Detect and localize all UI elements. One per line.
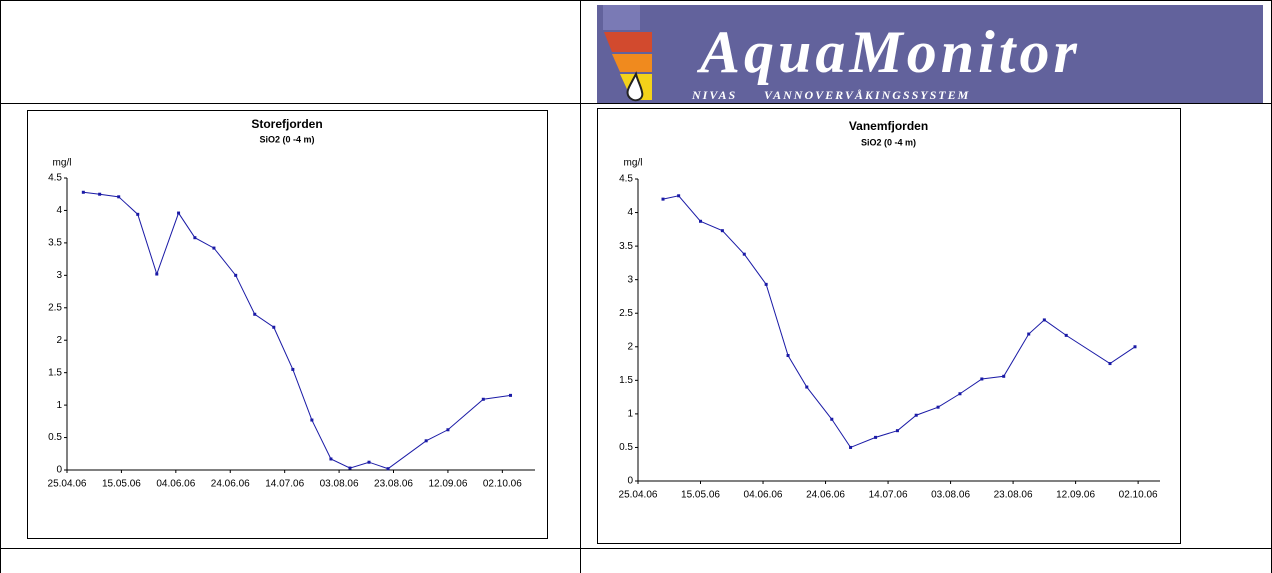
x-tick-label: 12.09.06 bbox=[428, 479, 467, 490]
chart-title: Storefjorden bbox=[251, 117, 322, 131]
data-point bbox=[291, 367, 295, 371]
data-point bbox=[805, 385, 809, 389]
x-tick-label: 15.05.06 bbox=[102, 479, 141, 490]
chart-subtitle: SiO2 (0 -4 m) bbox=[259, 134, 314, 144]
data-point bbox=[446, 428, 450, 432]
data-point bbox=[786, 354, 790, 358]
y-tick-label: 1 bbox=[56, 400, 62, 411]
y-tick-label: 3 bbox=[627, 274, 633, 285]
y-tick-label: 2 bbox=[627, 341, 633, 352]
data-point bbox=[699, 219, 703, 223]
x-tick-label: 24.06.06 bbox=[806, 490, 845, 501]
data-point bbox=[81, 190, 85, 194]
y-tick-label: 1.5 bbox=[619, 375, 633, 386]
x-tick-label: 03.08.06 bbox=[320, 479, 359, 490]
data-point bbox=[310, 418, 314, 422]
data-point bbox=[677, 194, 681, 198]
x-tick-label: 03.08.06 bbox=[931, 490, 970, 501]
y-tick-label: 2.5 bbox=[48, 302, 62, 313]
data-point bbox=[177, 211, 181, 215]
logo: AquaMonitor NIVAS VANNOVERVÅKINGSSYSTEM bbox=[597, 5, 1263, 103]
chart-frame bbox=[597, 108, 1181, 544]
data-point bbox=[1064, 333, 1068, 337]
data-point bbox=[367, 460, 371, 464]
data-point bbox=[1027, 332, 1031, 336]
data-point bbox=[849, 445, 853, 449]
data-line bbox=[662, 195, 1136, 449]
data-point bbox=[424, 439, 428, 443]
data-point bbox=[272, 325, 276, 329]
x-tick-label: 15.05.06 bbox=[681, 490, 720, 501]
y-tick-label: 4 bbox=[627, 207, 633, 218]
y-tick-label: 3.5 bbox=[619, 241, 633, 252]
data-point bbox=[1002, 374, 1006, 378]
x-tick-label: 14.07.06 bbox=[265, 479, 304, 490]
data-point bbox=[234, 273, 238, 277]
y-tick-label: 0 bbox=[627, 476, 633, 487]
data-point bbox=[661, 197, 665, 201]
y-tick-label: 4 bbox=[56, 205, 62, 216]
logo-left: NIVAS bbox=[691, 88, 737, 102]
data-point bbox=[481, 397, 485, 401]
chart-frame bbox=[27, 110, 548, 539]
data-point bbox=[980, 377, 984, 381]
x-tick-label: 14.07.06 bbox=[869, 490, 908, 501]
data-point bbox=[509, 393, 513, 397]
y-tick-label: 2.5 bbox=[619, 308, 633, 319]
x-tick-label: 25.04.06 bbox=[619, 490, 658, 501]
x-tick-label: 12.09.06 bbox=[1056, 490, 1095, 501]
data-point bbox=[329, 457, 333, 461]
data-point bbox=[117, 195, 121, 199]
y-tick-label: 0.5 bbox=[619, 442, 633, 453]
data-point bbox=[386, 467, 390, 471]
x-tick-label: 02.10.06 bbox=[1119, 490, 1158, 501]
x-tick-label: 23.08.06 bbox=[374, 479, 413, 490]
x-tick-label: 04.06.06 bbox=[744, 490, 783, 501]
logo-title: AquaMonitor bbox=[696, 19, 1081, 85]
data-point bbox=[1133, 345, 1137, 349]
logo-right: VANNOVERVÅKINGSSYSTEM bbox=[764, 88, 970, 102]
data-point bbox=[936, 405, 940, 409]
chart-title: Vanemfjorden bbox=[849, 119, 928, 133]
y-tick-label: 2 bbox=[56, 335, 62, 346]
chart-subtitle: SiO2 (0 -4 m) bbox=[861, 137, 916, 147]
y-axis-label: mg/l bbox=[624, 158, 643, 169]
y-tick-label: 4.5 bbox=[619, 174, 633, 185]
x-tick-label: 24.06.06 bbox=[211, 479, 250, 490]
data-point bbox=[136, 212, 140, 216]
data-point bbox=[720, 229, 724, 233]
data-point bbox=[98, 192, 102, 196]
y-tick-label: 1 bbox=[627, 409, 633, 420]
y-tick-label: 1.5 bbox=[48, 367, 62, 378]
data-point bbox=[155, 272, 159, 276]
data-point bbox=[830, 417, 834, 421]
data-point bbox=[348, 466, 352, 470]
data-point bbox=[1108, 362, 1112, 366]
data-point bbox=[895, 429, 899, 433]
y-tick-label: 4.5 bbox=[48, 173, 62, 184]
data-point bbox=[1042, 318, 1046, 322]
data-point bbox=[914, 413, 918, 417]
y-tick-label: 0.5 bbox=[48, 432, 62, 443]
data-point bbox=[958, 392, 962, 396]
data-point bbox=[874, 435, 878, 439]
x-tick-label: 23.08.06 bbox=[994, 490, 1033, 501]
y-tick-label: 3.5 bbox=[48, 238, 62, 249]
data-point bbox=[212, 246, 216, 250]
x-tick-label: 25.04.06 bbox=[48, 479, 87, 490]
data-point bbox=[193, 236, 197, 240]
y-axis-label: mg/l bbox=[53, 158, 72, 169]
data-point bbox=[253, 312, 257, 316]
y-tick-label: 0 bbox=[56, 465, 62, 476]
y-tick-label: 3 bbox=[56, 270, 62, 281]
x-tick-label: 02.10.06 bbox=[483, 479, 522, 490]
data-point bbox=[742, 252, 746, 256]
x-tick-label: 04.06.06 bbox=[156, 479, 195, 490]
data-point bbox=[764, 282, 768, 286]
